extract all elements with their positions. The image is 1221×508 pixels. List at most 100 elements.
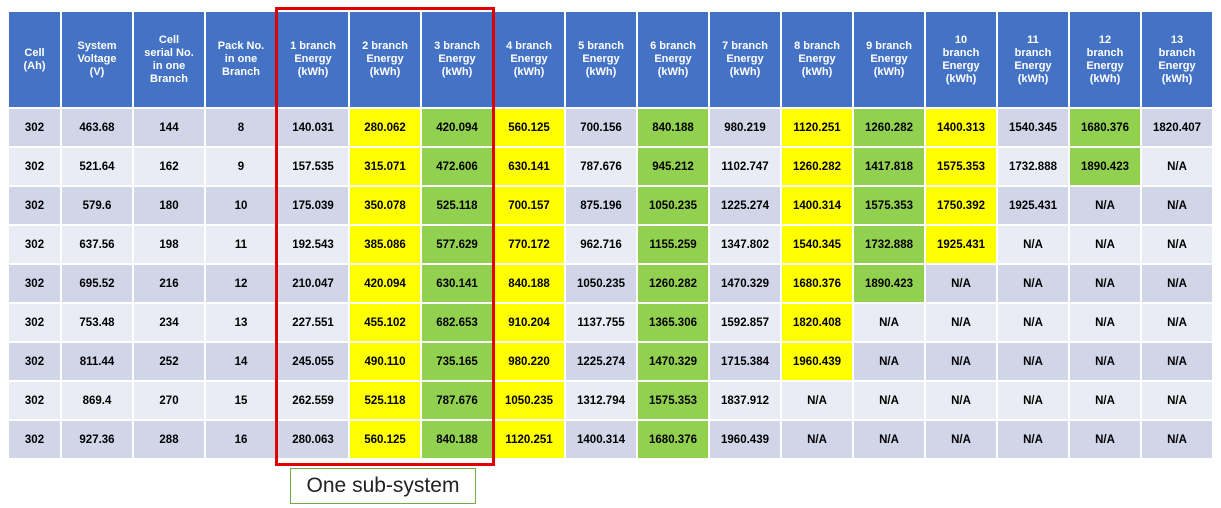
table-cell: N/A	[782, 382, 852, 419]
table-cell: N/A	[926, 343, 996, 380]
table-cell: 280.062	[350, 109, 420, 146]
table-cell: 8	[206, 109, 276, 146]
column-header: System Voltage (V)	[62, 12, 132, 107]
table-cell: 682.653	[422, 304, 492, 341]
table-cell: 1960.439	[782, 343, 852, 380]
table-cell: 1470.329	[638, 343, 708, 380]
table-cell: 787.676	[566, 148, 636, 185]
table-cell: 1890.423	[1070, 148, 1140, 185]
table-cell: 262.559	[278, 382, 348, 419]
column-header: 5 branch Energy (kWh)	[566, 12, 636, 107]
table-cell: 302	[9, 226, 60, 263]
column-header-line: branch	[1086, 46, 1124, 59]
table-cell: 1347.802	[710, 226, 780, 263]
table-cell: 1225.274	[710, 187, 780, 224]
table-cell: 14	[206, 343, 276, 380]
column-header-line: in one	[152, 59, 186, 72]
column-header-line: Branch	[150, 72, 188, 85]
column-header-line: Voltage	[77, 53, 117, 65]
table-cell: 302	[9, 304, 60, 341]
table-cell: N/A	[926, 421, 996, 458]
table-cell: 521.64	[62, 148, 132, 185]
table-cell: 1400.313	[926, 109, 996, 146]
column-header: 11 branch Energy (kWh)	[998, 12, 1068, 107]
table-cell: 192.543	[278, 226, 348, 263]
column-header-line: System	[77, 40, 117, 52]
table-cell: N/A	[854, 304, 924, 341]
column-header-line: in one	[224, 53, 258, 65]
table-cell: N/A	[1070, 343, 1140, 380]
table-cell: 1820.408	[782, 304, 852, 341]
column-header-line: (kWh)	[945, 72, 977, 85]
table-cell: 385.086	[350, 226, 420, 263]
table-cell: 1120.251	[782, 109, 852, 146]
table-cell: 1260.282	[638, 265, 708, 302]
column-header-line: (kWh)	[1017, 72, 1049, 85]
table-header-row: Cell (Ah) System Voltage (V) Cell serial No. in…	[9, 12, 1212, 107]
table-cell: 787.676	[422, 382, 492, 419]
table-cell: 1540.345	[782, 226, 852, 263]
column-header: 2 branch Energy (kWh)	[350, 12, 420, 107]
table-cell: 1540.345	[998, 109, 1068, 146]
table-cell: 1260.282	[854, 109, 924, 146]
table-cell: N/A	[998, 265, 1068, 302]
table-cell: 10	[206, 187, 276, 224]
table-cell: N/A	[1142, 304, 1212, 341]
table-cell: N/A	[1070, 421, 1140, 458]
table-row: 302 811.44 252 14 245.055 490.110 735.165 980.2…	[9, 343, 1212, 380]
table-cell: N/A	[854, 343, 924, 380]
table-cell: N/A	[1142, 226, 1212, 263]
table-row: 302 927.36 288 16 280.063 560.125 840.188 1120.…	[9, 421, 1212, 458]
column-header-line: 13	[1170, 33, 1184, 46]
column-header-line: Pack No.	[217, 40, 265, 52]
table-cell: N/A	[998, 421, 1068, 458]
table-cell: 910.204	[494, 304, 564, 341]
table-cell: 1365.306	[638, 304, 708, 341]
table-cell: N/A	[854, 421, 924, 458]
table-cell: 455.102	[350, 304, 420, 341]
table-cell: 1925.431	[998, 187, 1068, 224]
table-cell: 180	[134, 187, 204, 224]
table-cell: 525.118	[422, 187, 492, 224]
table-cell: N/A	[1070, 226, 1140, 263]
column-header: 4 branch Energy (kWh)	[494, 12, 564, 107]
table-cell: 1137.755	[566, 304, 636, 341]
table-cell: 1155.259	[638, 226, 708, 263]
column-header-line: 12	[1098, 33, 1112, 46]
table-cell: 1960.439	[710, 421, 780, 458]
column-header: 13 branch Energy (kWh)	[1142, 12, 1212, 107]
column-header-line: Energy	[438, 53, 476, 65]
table-cell: 234	[134, 304, 204, 341]
table-row: 302 869.4 270 15 262.559 525.118 787.676 1050.2…	[9, 382, 1212, 419]
table-cell: 420.094	[422, 109, 492, 146]
table-cell: N/A	[1142, 421, 1212, 458]
table-cell: N/A	[998, 226, 1068, 263]
table-cell: 770.172	[494, 226, 564, 263]
sub-system-label: One sub-system	[290, 468, 476, 504]
table-cell: 302	[9, 148, 60, 185]
table-cell: 9	[206, 148, 276, 185]
column-header-line: Energy	[798, 53, 836, 65]
table-cell: 1680.376	[638, 421, 708, 458]
column-header-line: Energy	[1086, 59, 1124, 72]
table-cell: 280.063	[278, 421, 348, 458]
table-cell: N/A	[926, 265, 996, 302]
column-header-line: 3 branch	[434, 40, 480, 52]
column-header-line: 9 branch	[866, 40, 912, 52]
column-header-line: 2 branch	[362, 40, 408, 52]
table-cell: 577.629	[422, 226, 492, 263]
table-cell: N/A	[998, 304, 1068, 341]
table-cell: 302	[9, 109, 60, 146]
table-cell: N/A	[1070, 304, 1140, 341]
table-cell: 144	[134, 109, 204, 146]
table-cell: 302	[9, 343, 60, 380]
table-cell: 1592.857	[710, 304, 780, 341]
table-cell: N/A	[1070, 265, 1140, 302]
column-header-line: (kWh)	[441, 66, 473, 78]
table-cell: 16	[206, 421, 276, 458]
table-cell: 175.039	[278, 187, 348, 224]
table-cell: 1470.329	[710, 265, 780, 302]
table-cell: 162	[134, 148, 204, 185]
table-cell: N/A	[998, 382, 1068, 419]
table-cell: 980.219	[710, 109, 780, 146]
